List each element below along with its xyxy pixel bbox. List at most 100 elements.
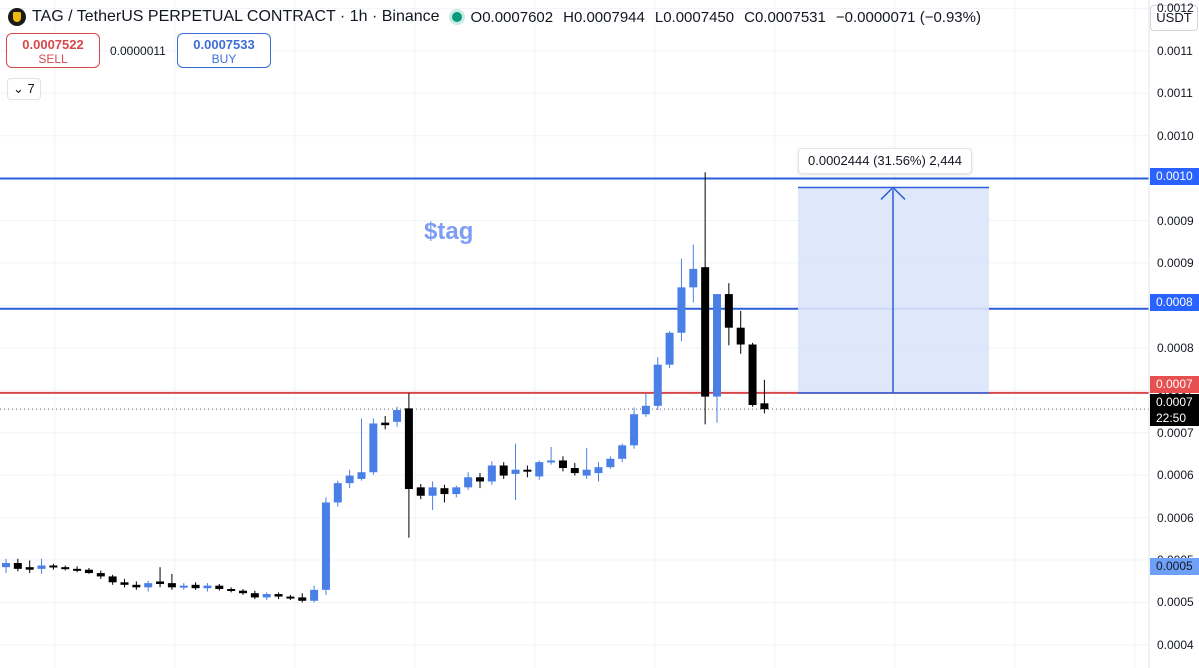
- price-axis-tick: 0.0012: [1157, 1, 1194, 16]
- candle-body: [689, 268, 698, 288]
- candle-body: [108, 576, 117, 583]
- ticker-annotation[interactable]: $tag: [424, 218, 474, 245]
- candle-body: [73, 568, 82, 571]
- candle-body: [61, 567, 70, 570]
- candle-body: [653, 364, 662, 406]
- sell-button[interactable]: 0.0007522 SELL: [6, 33, 100, 68]
- candle-body: [239, 590, 247, 594]
- ohlc-close: C0.0007531: [744, 8, 826, 26]
- price-axis-tick: 0.0005: [1157, 595, 1194, 610]
- candle-body: [701, 267, 710, 397]
- chart-grid: [0, 0, 1149, 668]
- ohlc-high: H0.0007944: [563, 8, 645, 26]
- candle-body: [227, 589, 236, 592]
- candle-body: [321, 502, 330, 590]
- current-price-value: 0.0007: [1156, 395, 1193, 409]
- price-change: −0.0000071 (−0.93%): [835, 8, 981, 26]
- indicators-toggle[interactable]: ⌄ 7: [7, 78, 41, 100]
- candle-body: [582, 469, 591, 476]
- price-axis-tick: 0.0009: [1157, 255, 1194, 270]
- candle-body: [167, 583, 176, 588]
- candle-body: [499, 465, 508, 476]
- candle-body: [84, 569, 93, 574]
- price-axis-tick: 0.0011: [1157, 43, 1193, 58]
- candle-body: [713, 294, 721, 397]
- spread-value: 0.0000011: [110, 44, 166, 58]
- price-axis-tick: 0.0008: [1157, 340, 1194, 355]
- candle-body: [618, 445, 627, 459]
- candle-body: [630, 414, 639, 446]
- candle-body: [558, 460, 567, 469]
- candle-body: [476, 477, 484, 482]
- candle-body: [428, 487, 437, 496]
- candle-body: [381, 422, 390, 426]
- level-top-price-tag: 0.0010: [1150, 168, 1199, 185]
- price-axis-tick: 0.0010: [1157, 128, 1194, 143]
- candle-body: [37, 565, 46, 569]
- measure-label: 0.0002444 (31.56%) 2,444: [798, 148, 972, 174]
- candle-body: [144, 583, 153, 588]
- candle-body: [96, 573, 105, 577]
- chart-header: TAG / TetherUS PERPETUAL CONTRACT · 1h ·…: [0, 0, 981, 34]
- candle-body: [487, 465, 496, 482]
- candle-body: [393, 410, 402, 422]
- candle-body: [333, 483, 342, 503]
- candle-body: [416, 487, 425, 496]
- candle-body: [748, 344, 757, 406]
- candle-body: [345, 475, 354, 484]
- candle-body: [511, 469, 520, 474]
- candle-body: [641, 405, 650, 415]
- candle-body: [464, 477, 473, 488]
- current-price-tag: 0.0007 22:50: [1150, 394, 1199, 426]
- sell-label: SELL: [38, 52, 68, 66]
- candle-body: [250, 593, 259, 598]
- binance-logo-icon: [8, 8, 26, 26]
- symbol-title[interactable]: TAG / TetherUS PERPETUAL CONTRACT · 1h ·…: [32, 8, 440, 25]
- candle-body: [203, 585, 212, 589]
- buy-price: 0.0007533: [193, 37, 255, 52]
- candle-body: [357, 472, 366, 479]
- candle-body: [132, 584, 141, 588]
- candle-body: [760, 403, 769, 410]
- candle-body: [25, 567, 34, 570]
- candle-body: [2, 562, 10, 568]
- level-red-price-tag: 0.0007: [1150, 376, 1199, 393]
- ohlc-open: O0.0007602: [470, 8, 554, 26]
- level-mid-price-tag: 0.0008: [1150, 294, 1199, 311]
- price-axis-tick: 0.0006: [1157, 510, 1194, 525]
- candle-body: [606, 458, 615, 468]
- candle-body: [724, 294, 733, 328]
- candles: [2, 172, 769, 603]
- candle-body: [286, 596, 295, 599]
- buy-button[interactable]: 0.0007533 BUY: [177, 33, 271, 68]
- price-axis-tick: 0.0006: [1157, 468, 1194, 483]
- price-axis-tick: 0.0004: [1157, 637, 1194, 652]
- candle-body: [13, 562, 22, 569]
- candle-body: [736, 327, 745, 345]
- candle-body: [262, 594, 271, 598]
- candle-body: [298, 597, 307, 601]
- market-status-icon: [451, 12, 462, 22]
- ohlc-low: L0.0007450: [654, 8, 735, 26]
- candle-body: [440, 488, 449, 495]
- candle-body: [179, 585, 188, 588]
- candle-body: [594, 467, 603, 474]
- candle-body: [677, 287, 686, 333]
- candle-body: [547, 460, 556, 463]
- candle-body: [310, 589, 319, 601]
- chevron-down-icon: ⌄: [13, 81, 24, 96]
- sell-price: 0.0007522: [22, 37, 84, 52]
- measure-arrow-head-icon: [880, 186, 906, 200]
- candle-body: [191, 584, 200, 589]
- candle-body: [570, 468, 579, 474]
- candle-body: [404, 408, 413, 490]
- price-range-measure[interactable]: [798, 186, 989, 394]
- price-axis-tick: 0.0007: [1157, 425, 1194, 440]
- currency-button[interactable]: USDT: [1150, 5, 1198, 31]
- candle-body: [120, 582, 129, 585]
- bar-countdown: 22:50: [1156, 411, 1187, 425]
- price-axis-tick: 0.0009: [1157, 213, 1194, 228]
- candle-body: [215, 585, 224, 590]
- candle-body: [523, 469, 532, 472]
